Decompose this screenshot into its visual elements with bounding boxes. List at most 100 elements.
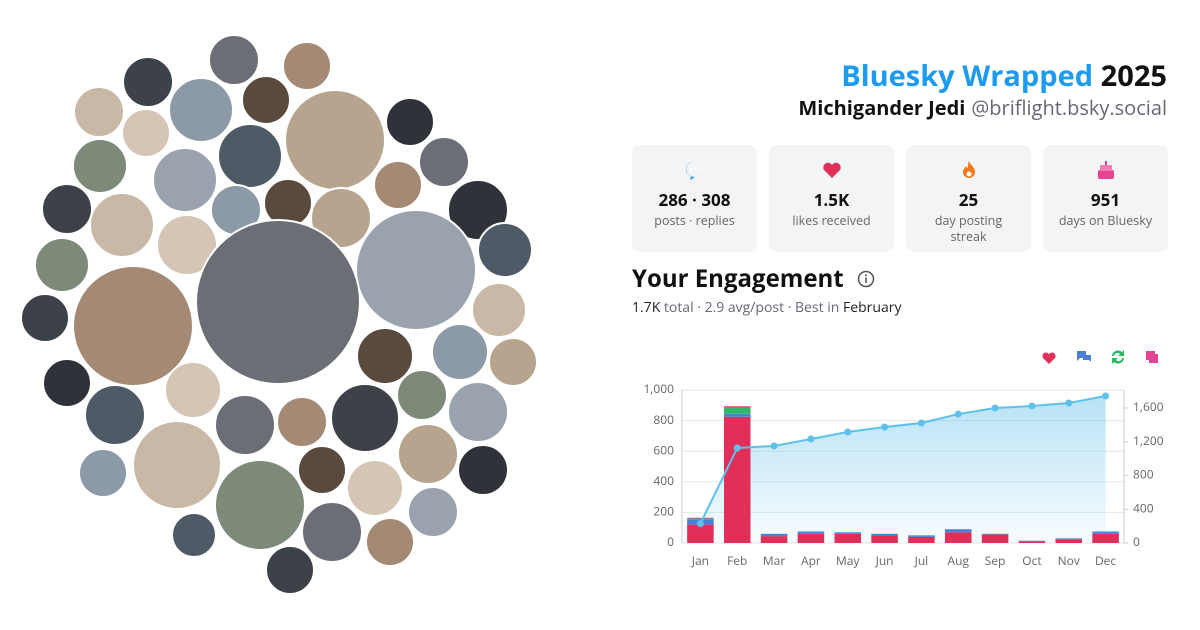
avatar: [41, 183, 93, 235]
line-point: [696, 520, 704, 528]
bar-segment: [797, 531, 825, 534]
avatar: [356, 327, 414, 385]
stat-icon: [685, 161, 700, 180]
bar-segment: [944, 532, 972, 543]
subtitle-text: total · 2.9 avg/post · Best in: [663, 298, 840, 317]
y2-tick-label: 0: [1133, 533, 1140, 550]
legend-icon[interactable]: [1042, 352, 1056, 364]
avatar: [477, 222, 533, 278]
stat-value: 1.5K: [813, 188, 850, 211]
stat-value: 25: [958, 188, 979, 211]
avatar: [284, 89, 386, 191]
chart-title: Your Engagement: [632, 262, 844, 295]
bar-segment: [687, 517, 714, 519]
avatar: [132, 420, 222, 510]
bar-segment: [1092, 531, 1119, 534]
avatar: [397, 423, 459, 485]
avatar: [418, 136, 470, 188]
line-point: [1028, 402, 1036, 410]
bar-segment: [1018, 541, 1046, 543]
x-tick-label: Oct: [1022, 552, 1041, 569]
bar-segment: [908, 536, 935, 543]
x-tick-label: Nov: [1058, 552, 1080, 569]
y2-tick-label: 1,600: [1133, 398, 1164, 415]
bar-segment: [723, 416, 751, 543]
avatar: [346, 459, 404, 517]
avatar: [396, 369, 448, 421]
bar-segment: [1055, 539, 1083, 543]
x-tick-label: Feb: [727, 552, 747, 569]
info-icon[interactable]: [856, 269, 876, 289]
avatar: [208, 34, 260, 86]
stat-label: day posting streak: [934, 212, 1003, 245]
legend-icon[interactable]: [1146, 351, 1158, 363]
avatar: [373, 160, 423, 210]
bar-segment: [1092, 533, 1119, 543]
stat-label: days on Bluesky: [1058, 212, 1153, 229]
avatar: [276, 396, 328, 448]
bar-segment: [723, 413, 751, 417]
bar-segment: [981, 534, 1009, 543]
line-point: [844, 428, 852, 436]
line-area: [700, 395, 1106, 543]
stat-card: 286 · 308 posts · replies: [632, 145, 757, 252]
stat-icon: [822, 162, 841, 178]
avatar: [457, 444, 509, 496]
subtitle: 1.7K total · 2.9 avg/post · Best in Febr…: [632, 298, 901, 317]
total: 1.7K: [632, 298, 661, 317]
bar-segment: [981, 533, 1009, 535]
bar-segment: [760, 533, 788, 537]
y2-tick-label: 800: [1133, 466, 1154, 483]
avatar: [42, 358, 92, 408]
x-tick-label: May: [836, 552, 860, 569]
stat-card: 25 day posting streak: [906, 145, 1031, 252]
chart: 0 200 400 600 800 1,000 0 400 800 1,200 1,600 Jan Fe…: [643, 350, 1164, 569]
line-point: [1065, 399, 1073, 407]
bar-segment: [944, 529, 972, 533]
legend-icon[interactable]: [1112, 350, 1124, 364]
avatar: [168, 77, 234, 143]
avatar: [282, 41, 332, 91]
avatar: [164, 361, 222, 419]
avatar: [431, 323, 489, 381]
avatar: [265, 545, 315, 595]
y-tick-label: 1,000: [643, 380, 674, 397]
avatar: [214, 459, 306, 551]
x-tick-label: Apr: [801, 552, 821, 569]
avatar: [365, 517, 415, 567]
bar-segment: [908, 535, 935, 537]
line-point: [1102, 392, 1110, 400]
avatar: [89, 192, 155, 258]
stat-icon: [1097, 161, 1114, 179]
avatar: [156, 214, 218, 276]
avatar: [195, 219, 361, 385]
bar-segment: [723, 406, 751, 407]
avatar: [407, 486, 459, 538]
avatar: [73, 86, 125, 138]
title-text: Bluesky Wrapped: [841, 56, 1094, 95]
bar-segment: [723, 406, 751, 414]
year: 2025: [1100, 56, 1167, 95]
avatar: [122, 56, 174, 108]
legend-icon[interactable]: [1077, 351, 1091, 362]
avatar: [152, 147, 218, 213]
avatar: [121, 108, 171, 158]
avatar: [171, 512, 217, 558]
avatar: [72, 265, 194, 387]
y2-tick-label: 400: [1133, 499, 1154, 516]
y-tick-label: 800: [653, 411, 674, 428]
display-name: Michigander Jedi: [798, 94, 966, 121]
stat-value: 286 · 308: [658, 188, 731, 211]
stat-value: 951: [1090, 188, 1121, 211]
avatar: [20, 293, 70, 343]
avatar: [488, 337, 538, 387]
x-tick-label: Sep: [985, 552, 1006, 569]
stat-icon: [962, 161, 975, 178]
bar-segment: [1055, 538, 1083, 540]
stat-card: 951 days on Bluesky: [1043, 145, 1168, 252]
line-point: [881, 423, 889, 431]
avatar: [78, 448, 128, 498]
bar-segment: [760, 536, 788, 543]
line-point: [954, 410, 962, 418]
